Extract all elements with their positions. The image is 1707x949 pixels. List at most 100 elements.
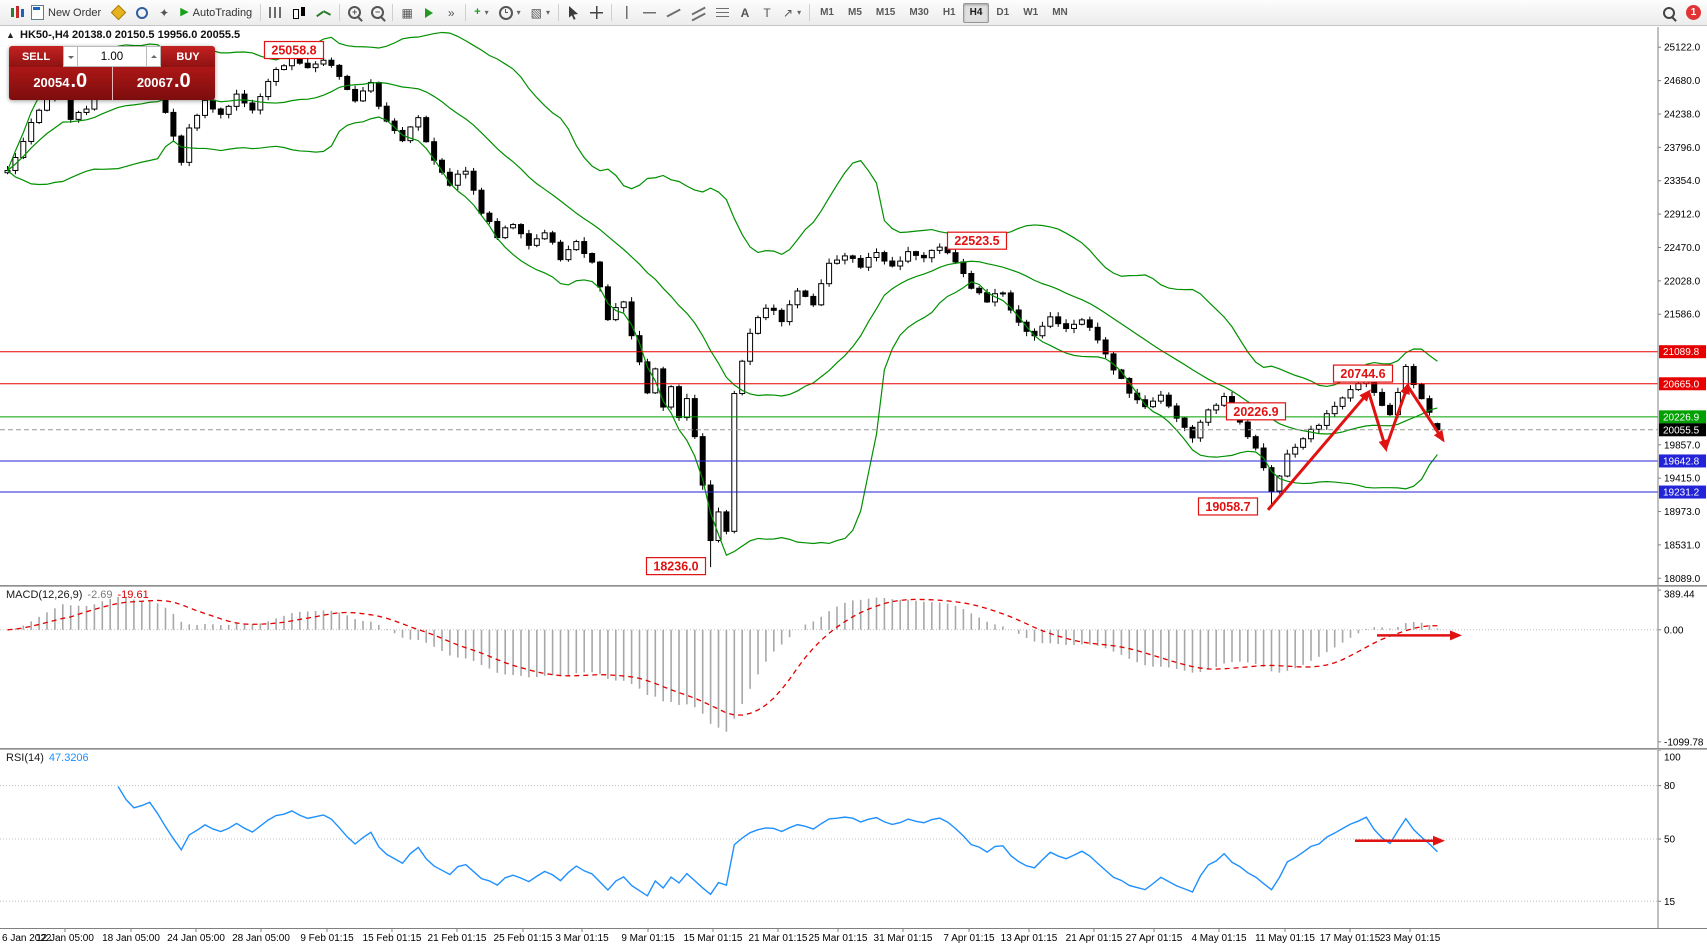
metaeditor-button[interactable] [106,2,131,24]
autotrading-button[interactable]: ▶ AutoTrading [175,2,257,24]
volume-increase-button[interactable] [146,46,161,67]
svg-text:24238.0: 24238.0 [1664,109,1701,120]
toolbar-separator [558,4,560,21]
cursor-button[interactable] [562,2,585,24]
channel-icon [691,7,706,19]
svg-text:21089.8: 21089.8 [1663,347,1700,358]
timeframe-m1-button[interactable]: M1 [813,3,841,23]
svg-text:20665.0: 20665.0 [1663,379,1700,390]
timeframe-m30-button[interactable]: M30 [902,3,935,23]
crosshair-button[interactable] [585,2,608,24]
timeframe-mn-button[interactable]: MN [1045,3,1075,23]
periods-button[interactable]: ▾ [494,2,526,24]
buy-price-button[interactable]: 20067 .0 [112,67,215,100]
timeframe-h4-button[interactable]: H4 [962,2,990,23]
time-axis[interactable] [0,928,1707,949]
text-label-icon: T [763,5,771,20]
price-axis[interactable] [1658,26,1707,928]
svg-text:19857.0: 19857.0 [1664,440,1701,451]
buy-price: 20067 [136,75,173,90]
horizontal-line-button[interactable] [638,2,661,24]
zoom-out-button[interactable]: − [366,2,389,24]
panel-separator-rsi[interactable] [0,748,1707,750]
toolbar-separator [611,4,613,21]
horizontal-line-icon [643,6,657,19]
text-tool-button[interactable]: A [734,2,756,24]
tile-windows-icon: ▦ [401,5,413,20]
auto-scroll-button[interactable] [418,2,440,24]
text-label-button[interactable]: T [756,2,778,24]
svg-text:28 Jan 05:00: 28 Jan 05:00 [232,933,290,944]
vertical-line-button[interactable] [615,2,638,24]
new-chart-button[interactable] [4,2,26,24]
buy-button[interactable]: BUY [161,46,215,67]
candlestick-chart-icon [292,6,306,19]
trendline-button[interactable] [661,2,686,24]
svg-text:80: 80 [1664,781,1676,792]
svg-text:50: 50 [1664,835,1676,846]
toolbar-separator [809,4,811,21]
svg-text:0.00: 0.00 [1664,625,1684,636]
tile-windows-button[interactable]: ▦ [396,2,418,24]
arrow-tool-icon: ↗ [783,5,794,20]
navigator-button[interactable]: ✦ [153,2,175,24]
channel-button[interactable] [686,2,711,24]
volume-input[interactable] [78,46,146,67]
templates-icon: ▧ [530,5,542,20]
chart-shift-button[interactable]: » [440,2,462,24]
line-chart-button[interactable] [311,2,336,24]
autotrading-play-icon: ▶ [180,6,189,18]
rsi-label: RSI(14) 47.3206 [6,752,89,764]
crosshair-icon [590,6,604,19]
svg-text:24680.0: 24680.0 [1664,76,1701,87]
svg-text:18531.0: 18531.0 [1664,540,1701,551]
cursor-icon [569,5,579,20]
svg-text:19642.8: 19642.8 [1663,456,1700,467]
svg-text:25 Mar 01:15: 25 Mar 01:15 [809,933,868,944]
svg-text:15: 15 [1664,897,1676,908]
timeframe-d1-button[interactable]: D1 [989,3,1016,23]
navigator-icon: ✦ [159,5,170,20]
svg-text:25122.0: 25122.0 [1664,43,1701,54]
zoom-in-button[interactable]: + [343,2,366,24]
svg-text:23796.0: 23796.0 [1664,143,1701,154]
market-watch-button[interactable] [131,2,153,24]
timeframe-h1-button[interactable]: H1 [936,3,963,23]
arrows-tool-button[interactable]: ↗ ▾ [778,2,806,24]
svg-text:22912.0: 22912.0 [1664,210,1701,221]
svg-text:20055.5: 20055.5 [1663,425,1700,436]
one-click-collapse-icon[interactable]: ▲ [6,30,15,40]
indicators-button[interactable]: + ▾ [469,2,493,24]
search-button[interactable] [1658,2,1680,24]
fibonacci-icon [716,7,730,18]
notifications-badge[interactable]: 1 [1686,5,1701,20]
bar-chart-button[interactable] [264,2,287,24]
toolbar-separator [392,4,394,21]
timeframe-w1-button[interactable]: W1 [1016,3,1045,23]
svg-text:15 Feb 01:15: 15 Feb 01:15 [363,933,422,944]
candlestick-chart-button[interactable] [287,2,311,24]
sell-button[interactable]: SELL [9,46,63,67]
volume-decrease-button[interactable] [63,46,78,67]
svg-text:22028.0: 22028.0 [1664,276,1701,287]
svg-text:9 Mar 01:15: 9 Mar 01:15 [621,933,675,944]
sell-price-button[interactable]: 20054 .0 [9,67,112,100]
svg-text:22470.0: 22470.0 [1664,243,1701,254]
svg-text:389.44: 389.44 [1664,590,1695,601]
svg-text:100: 100 [1664,753,1681,764]
fibonacci-button[interactable] [711,2,734,24]
svg-text:21 Feb 01:15: 21 Feb 01:15 [428,933,487,944]
panel-separator-macd[interactable] [0,585,1707,587]
svg-text:13 Apr 01:15: 13 Apr 01:15 [1001,933,1058,944]
new-order-button[interactable]: New Order [26,2,106,24]
svg-text:20744.6: 20744.6 [1340,367,1385,381]
svg-text:19415.0: 19415.0 [1664,474,1701,485]
market-watch-icon [136,6,149,19]
svg-text:31 Mar 01:15: 31 Mar 01:15 [874,933,933,944]
main-toolbar: New Order ✦ ▶ AutoTrading + − ▦ » + ▾ ▾ … [0,0,1707,26]
timeframe-m15-button[interactable]: M15 [869,3,902,23]
svg-text:23354.0: 23354.0 [1664,176,1701,187]
timeframe-m5-button[interactable]: M5 [841,3,869,23]
templates-button[interactable]: ▧ ▾ [526,2,555,24]
